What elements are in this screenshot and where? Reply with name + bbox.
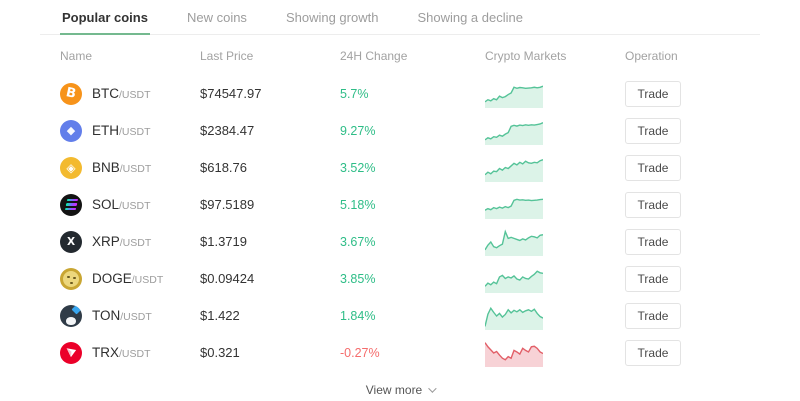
sparkline-chart bbox=[485, 306, 543, 330]
table-row-xrp: X XRP/USDT $1.3719 3.67% Trade bbox=[40, 223, 760, 260]
sol-coin-icon bbox=[60, 193, 82, 216]
column-24h-change: 24H Change bbox=[340, 49, 408, 63]
pair-quote: /USDT bbox=[131, 273, 164, 286]
column-operation: Operation bbox=[625, 49, 678, 63]
trade-button[interactable]: Trade bbox=[625, 265, 681, 292]
sparkline-chart bbox=[485, 270, 543, 293]
eth-coin-icon: ◆ bbox=[60, 119, 82, 142]
pair-base: TRX bbox=[92, 344, 119, 360]
sparkline-chart bbox=[485, 122, 543, 145]
change-percent: 9.27% bbox=[340, 123, 376, 138]
pair-base: DOGE bbox=[92, 270, 132, 286]
last-price: $1.422 bbox=[200, 308, 240, 323]
last-price: $74547.97 bbox=[200, 86, 262, 101]
last-price: $1.3719 bbox=[200, 234, 247, 249]
change-percent: 3.52% bbox=[340, 160, 376, 175]
column-last-price: Last Price bbox=[200, 49, 254, 63]
trade-button[interactable]: Trade bbox=[625, 191, 681, 218]
pair-label: SOL/USDT bbox=[92, 196, 151, 214]
pair-base: TON bbox=[92, 307, 121, 323]
tab-showing-growth[interactable]: Showing growth bbox=[285, 10, 379, 25]
pair-quote: /USDT bbox=[119, 347, 151, 360]
table-row-bnb: ◈ BNB/USDT $618.76 3.52% Trade bbox=[40, 149, 760, 186]
bnb-coin-icon: ◈ bbox=[60, 156, 82, 179]
tab-new-coins[interactable]: New coins bbox=[186, 10, 247, 25]
last-price: $2384.47 bbox=[200, 123, 255, 138]
sparkline-chart bbox=[485, 229, 543, 256]
trx-coin-icon bbox=[60, 341, 82, 364]
pair-quote: /USDT bbox=[120, 310, 152, 323]
pair-base: ETH bbox=[92, 122, 119, 138]
trade-button[interactable]: Trade bbox=[625, 228, 681, 255]
xrp-coin-icon: X bbox=[60, 230, 82, 253]
pair-label: XRP/USDT bbox=[92, 233, 151, 251]
sparkline-chart bbox=[485, 342, 543, 367]
table-row-doge: DOGE/USDT $0.09424 3.85% Trade bbox=[40, 260, 760, 297]
tab-bar: Popular coins New coins Showing growth S… bbox=[40, 0, 760, 35]
trade-button[interactable]: Trade bbox=[625, 302, 681, 329]
change-percent: 5.18% bbox=[340, 197, 376, 212]
btc-coin-icon: B bbox=[60, 82, 82, 105]
trade-button[interactable]: Trade bbox=[625, 80, 681, 107]
sparkline-chart bbox=[485, 159, 543, 182]
pair-label: DOGE/USDT bbox=[92, 270, 163, 288]
change-percent: 3.85% bbox=[340, 271, 376, 286]
pair-base: SOL bbox=[92, 196, 120, 212]
column-crypto-markets: Crypto Markets bbox=[485, 49, 567, 63]
trade-button[interactable]: Trade bbox=[625, 339, 681, 366]
pair-label: TON/USDT bbox=[92, 307, 152, 325]
sparkline-chart bbox=[485, 85, 543, 108]
change-percent: 5.7% bbox=[340, 86, 369, 101]
coin-table: B BTC/USDT $74547.97 5.7% Trade ◆ ETH/US… bbox=[40, 75, 760, 371]
table-row-trx: TRX/USDT $0.321 -0.27% Trade bbox=[40, 334, 760, 371]
column-name: Name bbox=[60, 49, 93, 63]
last-price: $0.321 bbox=[200, 345, 240, 360]
tab-showing-a-decline[interactable]: Showing a decline bbox=[417, 10, 523, 25]
change-percent: 1.84% bbox=[340, 308, 376, 323]
table-header: Name Last Price 24H Change Crypto Market… bbox=[40, 35, 760, 75]
pair-label: BTC/USDT bbox=[92, 85, 151, 103]
table-row-sol: SOL/USDT $97.5189 5.18% Trade bbox=[40, 186, 760, 223]
pair-label: TRX/USDT bbox=[92, 344, 151, 362]
pair-label: ETH/USDT bbox=[92, 122, 151, 140]
pair-quote: /USDT bbox=[119, 125, 151, 138]
last-price: $618.76 bbox=[200, 160, 247, 175]
trade-button[interactable]: Trade bbox=[625, 117, 681, 144]
view-more-button[interactable]: View more bbox=[40, 383, 760, 397]
last-price: $0.09424 bbox=[200, 271, 255, 286]
ton-coin-icon bbox=[60, 304, 82, 327]
pair-base: BNB bbox=[92, 159, 120, 175]
table-row-eth: ◆ ETH/USDT $2384.47 9.27% Trade bbox=[40, 112, 760, 149]
view-more-label: View more bbox=[365, 383, 423, 397]
change-percent: 3.67% bbox=[340, 234, 376, 249]
pair-quote: /USDT bbox=[119, 88, 151, 101]
pair-label: BNB/USDT bbox=[92, 159, 151, 177]
pair-quote: /USDT bbox=[119, 236, 152, 249]
table-row-ton: TON/USDT $1.422 1.84% Trade bbox=[40, 297, 760, 334]
pair-quote: /USDT bbox=[119, 199, 151, 212]
last-price: $97.5189 bbox=[200, 197, 255, 212]
chevron-down-icon bbox=[428, 384, 437, 393]
table-row-btc: B BTC/USDT $74547.97 5.7% Trade bbox=[40, 75, 760, 112]
trade-button[interactable]: Trade bbox=[625, 154, 681, 181]
sparkline-chart bbox=[485, 198, 543, 219]
pair-base: BTC bbox=[92, 85, 119, 101]
change-percent: -0.27% bbox=[340, 345, 380, 360]
pair-base: XRP bbox=[92, 233, 120, 249]
doge-coin-icon bbox=[60, 267, 82, 290]
pair-quote: /USDT bbox=[119, 162, 152, 175]
tab-popular-coins[interactable]: Popular coins bbox=[60, 0, 150, 35]
